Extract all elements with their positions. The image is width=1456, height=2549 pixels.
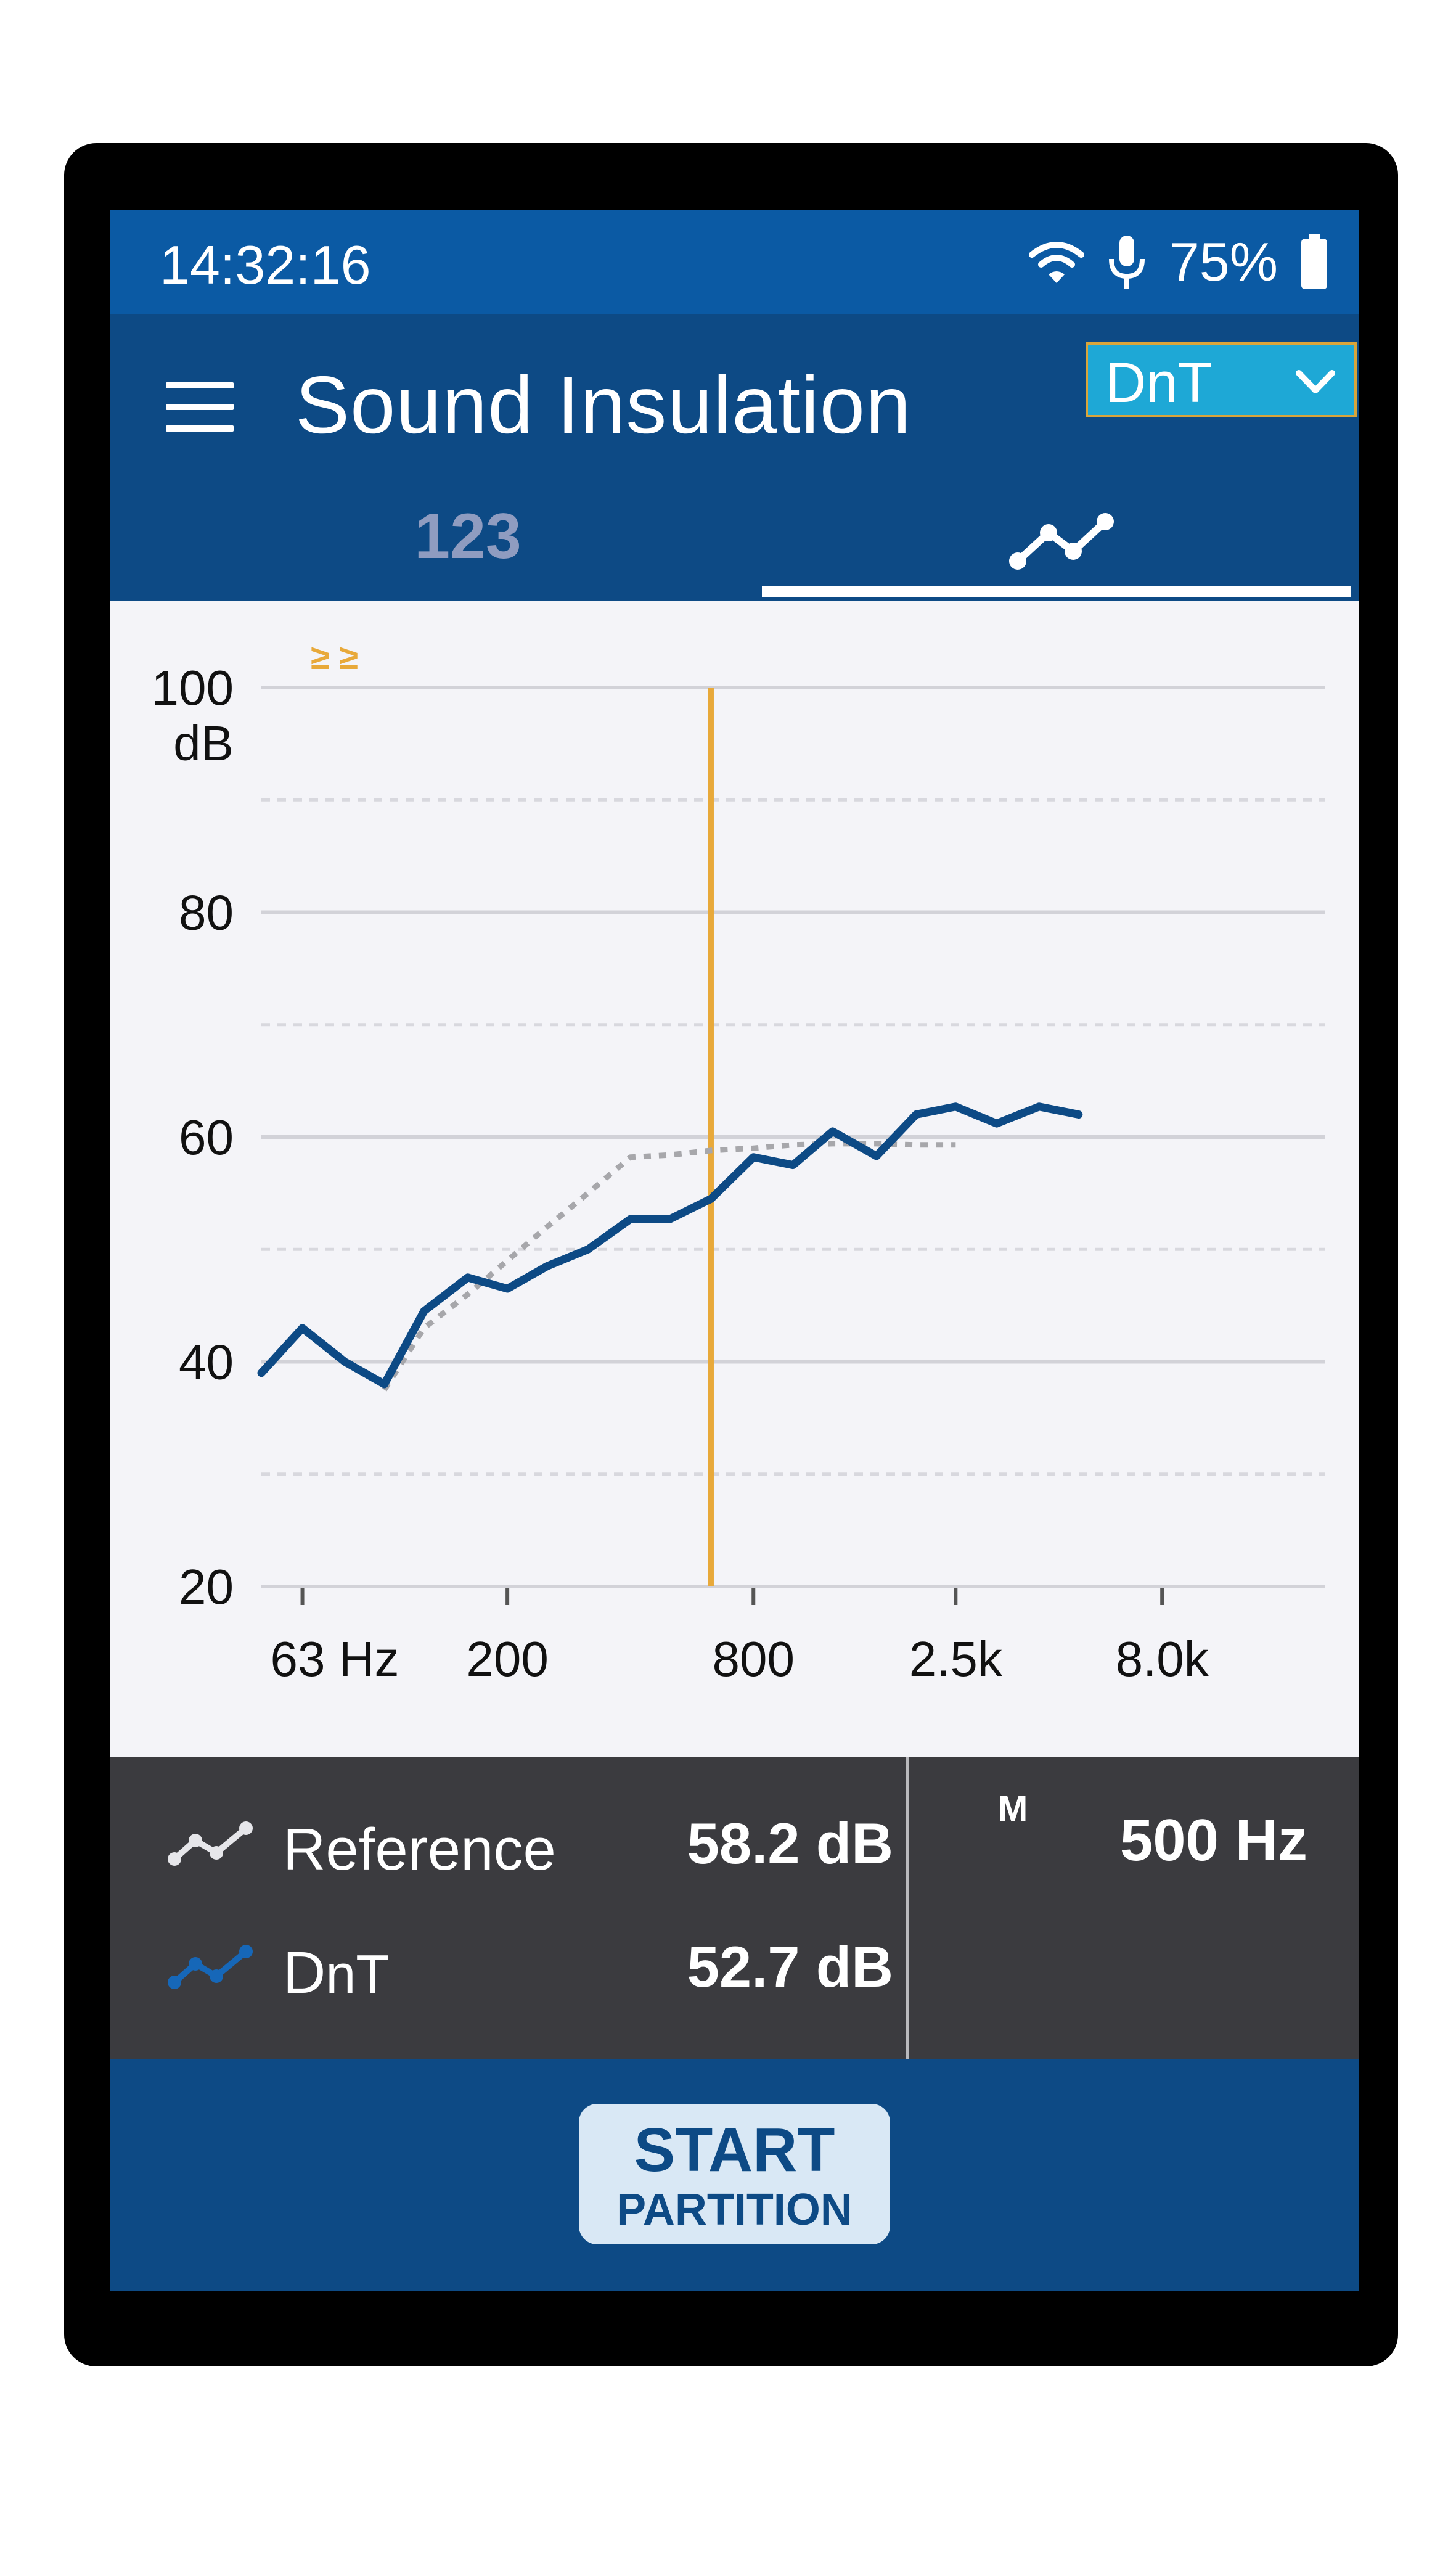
status-time: 14:32:16	[160, 234, 371, 295]
tab-graph[interactable]	[1004, 506, 1121, 580]
cursor-marker-label: ≥ ≥	[311, 638, 358, 676]
x-tick-label: 200	[466, 1632, 548, 1686]
start-button-line1: START	[634, 2116, 835, 2185]
y-tick-label: 100	[152, 660, 234, 715]
app-bar: Sound Insulation DnT	[110, 314, 1359, 490]
dnt-legend-icon	[168, 1945, 253, 1989]
battery-percent: 75%	[1169, 231, 1278, 292]
y-tick-label: 60	[179, 1110, 234, 1165]
page-title: Sound Insulation	[295, 359, 912, 450]
tab-numeric[interactable]: 123	[414, 501, 521, 572]
chevron-down-icon	[1296, 370, 1335, 393]
microphone-icon	[1108, 236, 1145, 289]
chart-svg: 100 80 60 40 20 dB 63 Hz 200 800 2.5k 8.0k ≥ ≥	[152, 638, 1325, 1686]
dnt-label-sub: nT	[325, 1944, 390, 2005]
selected-tab-indicator	[762, 586, 1351, 597]
mode-dropdown[interactable]: DnT	[1086, 342, 1357, 417]
mode-dropdown-value: DnT	[1105, 351, 1213, 414]
y-tick-label: 80	[179, 885, 234, 940]
start-button-line2: PARTITION	[616, 2185, 853, 2235]
x-tick-label: 800	[713, 1632, 795, 1686]
dnt-value: 52.7 dB	[687, 1934, 893, 1999]
cursor-label: M	[998, 1789, 1028, 1829]
line-graph-icon	[1009, 513, 1114, 570]
panel-divider	[906, 1757, 909, 2059]
app-screen: 14:32:16 75% Sound Insulation DnT	[110, 210, 1359, 2291]
y-axis-unit: dB	[173, 716, 234, 771]
y-tick-label: 40	[179, 1335, 234, 1390]
x-tick-label: 8.0k	[1116, 1632, 1209, 1686]
status-bar: 14:32:16 75%	[110, 210, 1359, 314]
status-icons: 75%	[1007, 228, 1328, 296]
bottom-bar: START PARTITION	[110, 2059, 1359, 2291]
x-tick-label: 2.5k	[909, 1632, 1003, 1686]
reference-value: 58.2 dB	[687, 1811, 893, 1876]
reference-legend-label: Reference	[283, 1816, 556, 1882]
y-tick-label: 20	[179, 1559, 234, 1614]
cursor-frequency: 500 Hz	[1119, 1807, 1307, 1873]
spectrum-chart[interactable]: 100 80 60 40 20 dB 63 Hz 200 800 2.5k 8.0k ≥ ≥	[110, 601, 1359, 1760]
legend-row-reference: Reference 58.2 dB	[166, 1804, 893, 1884]
battery-icon	[1301, 234, 1327, 289]
dnt-legend-label: DnT	[283, 1939, 389, 2008]
dnt-label-main: D	[283, 1940, 326, 2006]
reference-curve	[382, 1141, 956, 1392]
x-tick-label: 63 Hz	[271, 1632, 399, 1686]
menu-icon[interactable]	[166, 382, 234, 432]
wifi-icon	[1028, 242, 1084, 283]
legend-row-dnt: DnT 52.7 dB	[166, 1927, 893, 2007]
dnt-curve	[257, 1102, 1083, 1389]
reference-legend-icon	[168, 1821, 253, 1866]
readout-panel: Reference 58.2 dB DnT 52.7 dB M 500 Hz	[110, 1757, 1359, 2059]
start-partition-button[interactable]: START PARTITION	[579, 2104, 890, 2244]
